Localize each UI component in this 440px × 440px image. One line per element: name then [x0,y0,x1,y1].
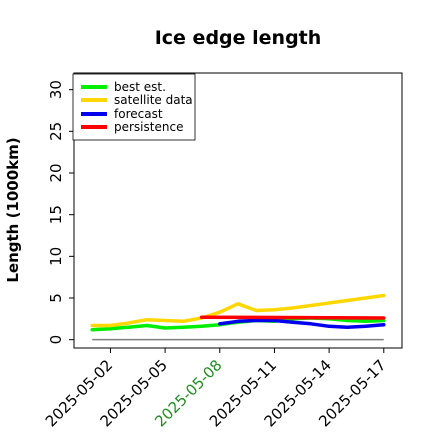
series-line-persistence [199,315,386,320]
series-lines [90,293,386,341]
legend: best est. satellite data forecast persis… [72,73,196,141]
y-tick-label: 20 [47,163,65,182]
legend-label: forecast [114,107,163,121]
y-axis-label: Length (1000km) [4,137,22,282]
y-tick-label: 15 [47,205,65,224]
y-axis: 0 5 10 15 20 25 30 [47,80,74,344]
legend-label: satellite data [114,93,193,107]
y-tick-label: 10 [47,247,65,266]
chart-title: Ice edge length [155,27,322,49]
legend-entry: forecast [81,107,163,121]
plot-area [73,72,403,349]
y-tick-label: 25 [47,122,65,141]
legend-entry: persistence [81,120,183,134]
legend-label: persistence [114,120,183,134]
y-tick-label: 5 [47,293,65,303]
legend-entry: best est. [81,80,166,94]
series-line-forecast [218,318,386,329]
legend-label: best est. [114,80,166,94]
legend-entry: satellite data [81,93,193,107]
series-line-satellite-data [90,293,386,328]
x-axis: 2025-05-022025-05-052025-05-082025-05-11… [42,348,390,430]
y-tick-label: 0 [47,335,65,345]
y-tick-label: 30 [47,80,65,99]
plot-frame [73,72,403,349]
